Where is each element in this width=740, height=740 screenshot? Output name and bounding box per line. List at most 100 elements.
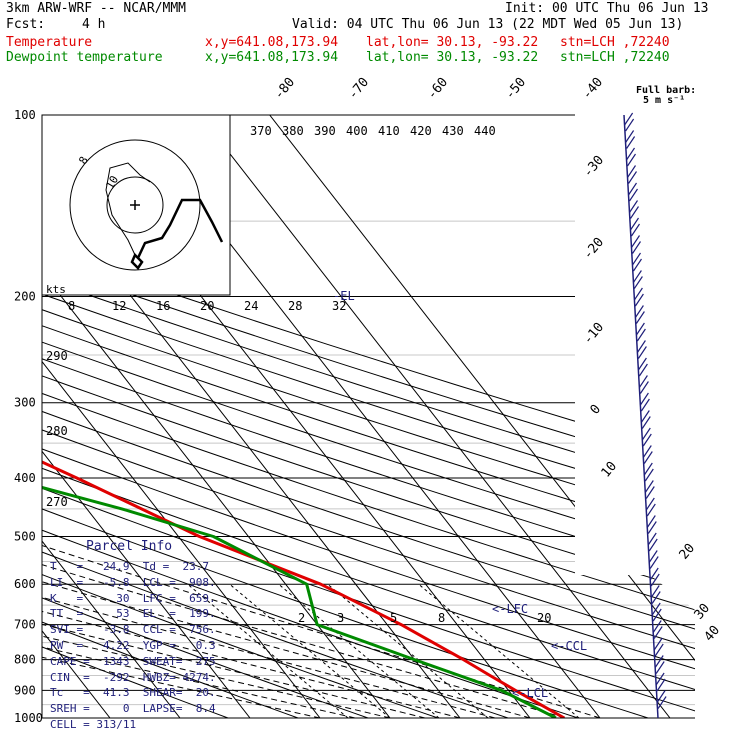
- barb-legend-title: Full barb:: [636, 85, 697, 96]
- temperature-legend: Temperature: [6, 35, 93, 50]
- mixing-ratio-label: 3: [337, 611, 344, 625]
- dry-adiabat-line: [42, 115, 695, 718]
- parcel-info-row: TT = 53 EL = 199.: [50, 607, 216, 621]
- wind-barb: [626, 147, 636, 167]
- parcel-info-row: CIN = -292 HWBZ= 4274.: [50, 670, 216, 684]
- wind-barb: [642, 445, 653, 464]
- skew-temp-label: 10: [599, 459, 621, 481]
- hodograph-trace-lower: [105, 162, 151, 256]
- dry-adiabat-line: [42, 115, 695, 718]
- pressure-tick-label: 200: [14, 290, 36, 304]
- dry-adiabat-line: [42, 115, 439, 718]
- dry-adiabat-line: [42, 115, 229, 718]
- wind-barb: [650, 585, 661, 604]
- mixing-ratio-line: [278, 583, 440, 718]
- moist-adiabat-line: [42, 296, 391, 718]
- wind-barb: [637, 357, 648, 377]
- pressure-tick-label: 400: [14, 471, 36, 485]
- wind-barb: [651, 602, 662, 622]
- lcl-level-label: <-LCL: [512, 686, 548, 700]
- parcel-info-row: SVI = -3.8 CCL = 756.: [50, 623, 216, 637]
- wind-barb: [646, 515, 657, 534]
- pressure-tick-label: 600: [14, 577, 36, 591]
- parcel-info-title: Parcel Info: [86, 539, 173, 554]
- parcel-info-row: PW = 4.22 YGP = 0.3: [50, 639, 216, 652]
- pressure-tick-label: 800: [14, 653, 36, 667]
- parcel-info-row: CELL = 313/11: [50, 718, 137, 731]
- parcel-info-row: Tc = 41.3 SHEAR= 20.: [50, 686, 216, 700]
- dry-adiabat-line: [42, 115, 695, 718]
- wind-barb: [627, 165, 637, 184]
- wind-barb: [654, 655, 665, 674]
- dry-adiabat-line: [42, 115, 695, 718]
- hodograph-speed-label: 12: [112, 299, 126, 313]
- pressure-tick-label: 500: [14, 529, 36, 543]
- skew-temp-label: 30: [692, 601, 714, 623]
- wind-barb: [640, 410, 651, 429]
- wind-barb: [628, 182, 638, 202]
- dry-adiabat-line: [42, 115, 695, 718]
- isotherm-line: [269, 115, 695, 718]
- wind-barb: [641, 427, 652, 447]
- dry-adiabat-line: [42, 115, 649, 718]
- moist-adiabat-line: [42, 296, 531, 718]
- hodograph-speed-label: 32: [332, 299, 346, 313]
- wind-barb: [639, 392, 650, 412]
- parcel-info-row: LI = -5.8 LCL = 908.: [50, 575, 216, 589]
- theta-side-label: 270: [46, 495, 68, 509]
- dry-adiabat-line: [42, 115, 695, 718]
- isotherm-line: [42, 115, 321, 718]
- dry-adiabat-line: [42, 115, 579, 718]
- skew-temp-label: -20: [581, 235, 608, 263]
- theta-label: 440: [474, 124, 496, 138]
- hodograph-outer-ring: [69, 139, 201, 271]
- wind-barb: [635, 322, 646, 342]
- wind-barb: [638, 375, 649, 394]
- skew-temp-label: -30: [581, 153, 608, 181]
- dewpoint-station: stn=LCH ,72240: [560, 50, 670, 65]
- wind-barb: [625, 130, 636, 149]
- dewpoint-xy: x,y=641.08,173.94: [205, 50, 339, 65]
- dry-adiabat-line: [42, 115, 299, 718]
- wind-barb: [634, 305, 645, 324]
- pressure-tick-label: 300: [14, 396, 36, 410]
- wind-barb: [632, 270, 643, 289]
- mixing-ratio-line: [187, 583, 349, 718]
- wind-barb: [636, 340, 647, 359]
- theta-label: 420: [410, 124, 432, 138]
- pressure-tick-label: 1000: [14, 711, 43, 725]
- dry-adiabat-line: [42, 115, 509, 718]
- mixing-ratio-label: 5: [390, 611, 397, 625]
- skew-temp-label: -40: [580, 75, 607, 103]
- barb-legend-units: 5 m s⁻¹: [643, 95, 686, 106]
- wind-barb: [652, 620, 663, 639]
- wind-barb: [629, 200, 639, 219]
- dry-adiabat-line: [42, 115, 695, 718]
- skew-temp-label: 20: [677, 541, 699, 563]
- mixing-ratio-line: [229, 583, 391, 718]
- pressure-tick-label: 900: [14, 683, 36, 697]
- wind-barb: [653, 637, 664, 657]
- moist-adiabat-line: [42, 296, 461, 718]
- temperature-latlon: lat,lon= 30.13, -93.22: [366, 35, 539, 50]
- dewpoint-profile: [42, 115, 557, 718]
- mixing-ratio-label: 8: [438, 611, 445, 625]
- skew-temp-label: 0: [588, 402, 605, 418]
- hodograph-speed-label: 8: [68, 299, 75, 313]
- init-time: Init: 00 UTC Thu 06 Jun 13: [505, 1, 709, 16]
- theta-label: 390: [314, 124, 336, 138]
- parcel-info-row: T = 24.9 Td = 23.7: [50, 560, 209, 573]
- mixing-ratio-label: 2: [298, 611, 305, 625]
- hodograph-center-mark: [130, 200, 140, 210]
- skew-temp-label: -10: [581, 320, 608, 348]
- temperature-xy: x,y=641.08,173.94: [205, 35, 339, 50]
- wind-barb: [643, 462, 654, 482]
- pressure-tick-label: 100: [14, 108, 36, 122]
- wind-barb: [631, 235, 641, 254]
- ccl-level-label: <-CCL: [551, 639, 587, 653]
- wind-barb: [655, 672, 666, 692]
- mixing-ratio-line: [327, 583, 489, 718]
- hodograph-inner-ring: [106, 176, 164, 234]
- wind-barb: [624, 112, 635, 132]
